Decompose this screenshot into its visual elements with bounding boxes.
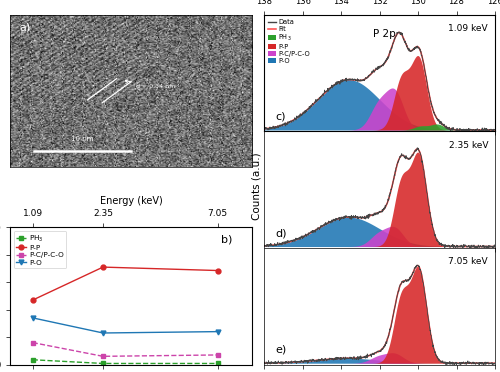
P-P <box>100 265 106 269</box>
Text: c): c) <box>276 112 286 122</box>
Text: d): d) <box>276 228 287 238</box>
PH$_3$ <box>214 361 220 366</box>
Text: 7.05 keV: 7.05 keV <box>448 257 488 266</box>
Text: a): a) <box>20 22 31 32</box>
PH$_3$ <box>30 357 36 362</box>
P-C/P-C-O <box>30 340 36 345</box>
P-C/P-C-O <box>100 354 106 359</box>
Text: Counts (a.u.): Counts (a.u.) <box>252 152 262 220</box>
Text: e): e) <box>276 345 287 355</box>
P-P <box>214 268 220 273</box>
Line: P-C/P-C-O: P-C/P-C-O <box>30 340 220 359</box>
Line: PH$_3$: PH$_3$ <box>30 357 220 366</box>
Text: b): b) <box>221 234 232 244</box>
Text: d = 0.34 nm: d = 0.34 nm <box>126 80 176 89</box>
Line: P-O: P-O <box>30 315 220 336</box>
P-C/P-C-O <box>214 353 220 357</box>
X-axis label: Energy (keV): Energy (keV) <box>100 196 162 206</box>
P-O <box>100 331 106 335</box>
P-O <box>30 316 36 320</box>
Line: P-P: P-P <box>30 264 220 302</box>
Legend: Data, Fit, PH$_3$, P-P, P-C/P-C-O, P-O: Data, Fit, PH$_3$, P-P, P-C/P-C-O, P-O <box>268 18 310 65</box>
PH$_3$ <box>100 361 106 366</box>
Text: 10 nm: 10 nm <box>72 136 94 142</box>
P-P <box>30 298 36 302</box>
Legend: PH$_3$, P-P, P-C/P-C-O, P-O: PH$_3$, P-P, P-C/P-C-O, P-O <box>14 231 66 268</box>
Text: 1.09 keV: 1.09 keV <box>448 24 488 33</box>
Text: 2.35 keV: 2.35 keV <box>448 141 488 150</box>
P-O <box>214 329 220 334</box>
Text: P 2p: P 2p <box>373 29 396 39</box>
